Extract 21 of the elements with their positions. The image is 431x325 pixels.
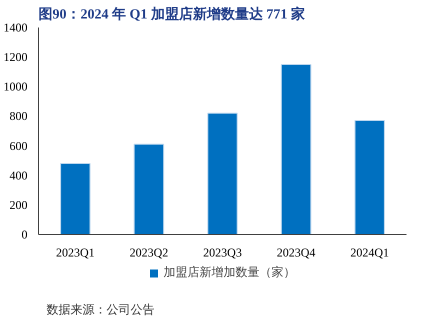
y-tick-label: 600 xyxy=(10,138,28,153)
x-tick-label: 2023Q2 xyxy=(130,246,168,260)
bar xyxy=(280,64,312,234)
y-tick-label: 200 xyxy=(10,198,28,212)
y-tick-label: 0 xyxy=(22,228,28,242)
y-tick-label: 800 xyxy=(10,109,28,124)
chart-title: 图90：2024 年 Q1 加盟店新增数量达 771 家 xyxy=(38,6,305,22)
x-tick-label: 2024Q1 xyxy=(350,246,390,260)
y-tick-label: 1000 xyxy=(4,80,28,94)
y-tick-label: 1400 xyxy=(4,20,28,34)
y-tick-label: 400 xyxy=(10,168,28,182)
y-tick-label: 1200 xyxy=(4,50,28,64)
bar xyxy=(354,120,385,234)
x-tick-label: 2023Q3 xyxy=(203,246,242,260)
bar xyxy=(60,163,91,234)
x-tick-label: 2023Q4 xyxy=(276,246,316,260)
bar xyxy=(207,112,238,234)
legend-label: 加盟店新增加数量（家） xyxy=(164,264,296,281)
source-note: 数据来源：公司公告 xyxy=(46,302,154,316)
x-tick-label: 2023Q1 xyxy=(56,246,95,260)
bar xyxy=(134,144,164,234)
